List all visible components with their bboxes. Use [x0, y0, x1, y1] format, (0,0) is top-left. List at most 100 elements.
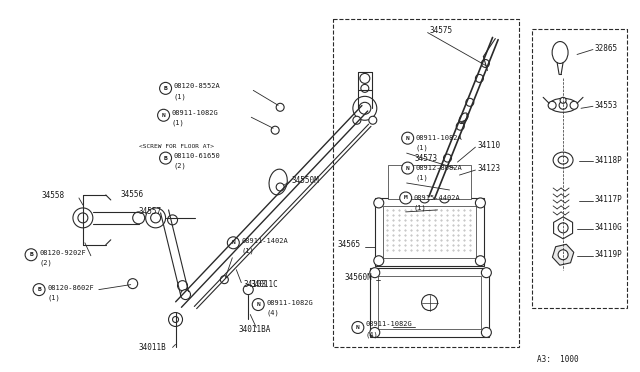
Circle shape — [168, 215, 177, 225]
Bar — [370, 268, 490, 337]
Text: 34565: 34565 — [338, 240, 361, 249]
Text: 34103: 34103 — [243, 280, 266, 289]
Ellipse shape — [269, 169, 287, 195]
Text: 08915-4402A: 08915-4402A — [413, 195, 460, 201]
Text: 08911-1082A: 08911-1082A — [415, 135, 462, 141]
Circle shape — [476, 256, 485, 266]
Circle shape — [159, 82, 172, 94]
Circle shape — [276, 183, 284, 191]
Circle shape — [361, 84, 369, 92]
Text: A3:  1000: A3: 1000 — [538, 355, 579, 364]
Text: N: N — [406, 136, 410, 141]
Circle shape — [481, 327, 492, 337]
Circle shape — [370, 268, 380, 278]
Circle shape — [374, 198, 384, 208]
Circle shape — [402, 132, 413, 144]
Bar — [375, 198, 484, 266]
Text: (1): (1) — [415, 145, 428, 151]
Text: (1): (1) — [415, 175, 428, 181]
Text: 08110-61650: 08110-61650 — [173, 153, 220, 159]
Text: B: B — [164, 155, 168, 161]
Circle shape — [173, 317, 179, 323]
Circle shape — [466, 98, 474, 106]
Circle shape — [422, 295, 438, 311]
Circle shape — [220, 276, 228, 283]
Circle shape — [243, 285, 253, 295]
Text: 34110G: 34110G — [595, 223, 623, 232]
Circle shape — [271, 126, 279, 134]
Circle shape — [420, 193, 429, 203]
Circle shape — [360, 73, 370, 83]
Text: (1): (1) — [413, 205, 426, 211]
Text: 34558: 34558 — [41, 192, 64, 201]
Ellipse shape — [559, 101, 567, 109]
Bar — [532, 29, 627, 308]
Text: (4): (4) — [266, 309, 279, 316]
Circle shape — [146, 208, 166, 228]
Circle shape — [78, 213, 88, 223]
Bar — [388, 165, 472, 199]
Text: N: N — [356, 325, 360, 330]
Circle shape — [558, 223, 568, 233]
Text: 08120-8602F: 08120-8602F — [47, 285, 94, 291]
Circle shape — [444, 154, 451, 162]
Text: 34575: 34575 — [429, 26, 452, 35]
Text: (1): (1) — [172, 120, 184, 126]
Text: 08911-1082G: 08911-1082G — [172, 110, 218, 116]
Ellipse shape — [552, 42, 568, 64]
Text: 34553: 34553 — [595, 101, 618, 110]
Circle shape — [481, 60, 490, 67]
Text: 34123: 34123 — [477, 164, 500, 173]
Circle shape — [252, 299, 264, 311]
Text: 08911-1402A: 08911-1402A — [241, 238, 288, 244]
Text: M: M — [404, 195, 408, 201]
Circle shape — [476, 198, 485, 208]
Circle shape — [353, 116, 361, 124]
Text: N: N — [232, 240, 235, 245]
Circle shape — [177, 280, 188, 291]
Circle shape — [481, 268, 492, 278]
Circle shape — [227, 237, 239, 249]
Text: (2): (2) — [173, 163, 186, 169]
Text: 34118P: 34118P — [595, 155, 623, 164]
Text: 34560N: 34560N — [345, 273, 372, 282]
Text: N: N — [257, 302, 260, 307]
Text: 08120-9202F: 08120-9202F — [39, 250, 86, 256]
Text: 34011B: 34011B — [139, 343, 166, 352]
Circle shape — [548, 101, 556, 109]
Circle shape — [128, 279, 138, 289]
Text: 34573: 34573 — [415, 154, 438, 163]
Circle shape — [33, 283, 45, 296]
Circle shape — [168, 312, 182, 327]
Circle shape — [157, 109, 170, 121]
Text: N: N — [162, 113, 166, 118]
Circle shape — [374, 256, 384, 266]
Circle shape — [159, 152, 172, 164]
Text: (1): (1) — [47, 294, 60, 301]
Ellipse shape — [459, 113, 468, 124]
Circle shape — [359, 102, 371, 114]
Text: 08911-1082G: 08911-1082G — [266, 299, 313, 305]
Bar — [378, 276, 481, 330]
Ellipse shape — [553, 152, 573, 168]
Text: <SCREW FOR FLOOR AT>: <SCREW FOR FLOOR AT> — [139, 144, 214, 149]
Circle shape — [25, 249, 37, 261]
Text: 34557: 34557 — [139, 208, 162, 217]
Circle shape — [180, 290, 191, 299]
Circle shape — [570, 101, 578, 109]
Circle shape — [400, 192, 412, 204]
Text: (1): (1) — [241, 247, 254, 254]
Text: N: N — [406, 166, 410, 171]
Text: B: B — [164, 86, 168, 91]
Circle shape — [558, 250, 568, 260]
Circle shape — [456, 122, 464, 130]
Text: B: B — [37, 287, 41, 292]
Text: 34110: 34110 — [477, 141, 500, 150]
Ellipse shape — [549, 98, 577, 112]
Circle shape — [560, 97, 566, 103]
Circle shape — [276, 103, 284, 111]
Circle shape — [402, 162, 413, 174]
Text: 08120-8552A: 08120-8552A — [173, 83, 220, 89]
Circle shape — [369, 116, 377, 124]
Text: (4): (4) — [366, 331, 379, 338]
